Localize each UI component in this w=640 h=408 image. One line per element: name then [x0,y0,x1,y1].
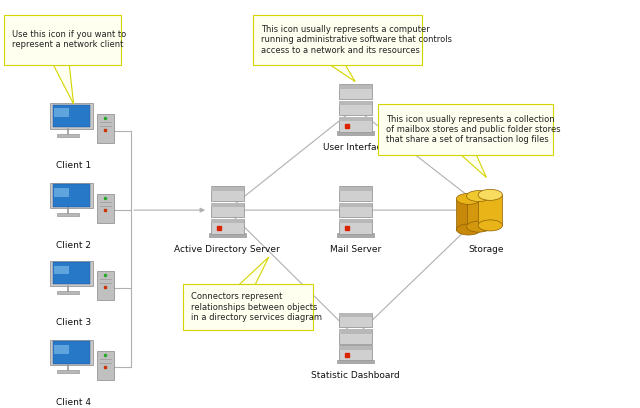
FancyBboxPatch shape [339,186,372,201]
FancyBboxPatch shape [339,186,372,191]
FancyBboxPatch shape [49,104,93,129]
FancyBboxPatch shape [49,183,93,208]
Text: Active Directory Server: Active Directory Server [174,245,280,254]
FancyBboxPatch shape [52,341,90,364]
FancyBboxPatch shape [339,117,372,131]
FancyBboxPatch shape [97,114,114,143]
FancyBboxPatch shape [337,131,374,135]
Polygon shape [238,257,269,286]
Ellipse shape [478,189,502,200]
Text: Use this icon if you want to
represent a network client: Use this icon if you want to represent a… [12,30,126,49]
FancyBboxPatch shape [211,186,244,191]
Polygon shape [328,63,355,82]
FancyBboxPatch shape [183,284,313,330]
Text: Client 1: Client 1 [56,161,91,170]
FancyBboxPatch shape [4,15,121,65]
FancyBboxPatch shape [211,186,244,201]
FancyBboxPatch shape [467,196,491,227]
FancyBboxPatch shape [456,199,481,229]
FancyBboxPatch shape [378,104,553,155]
Ellipse shape [467,191,491,202]
Ellipse shape [456,224,481,235]
FancyBboxPatch shape [57,134,79,137]
FancyBboxPatch shape [339,313,372,328]
FancyBboxPatch shape [478,195,502,225]
Text: This icon usually represents a computer
running administrative software that con: This icon usually represents a computer … [261,25,452,55]
Text: Client 3: Client 3 [56,318,91,327]
Ellipse shape [456,193,481,204]
FancyBboxPatch shape [57,370,79,373]
FancyBboxPatch shape [339,346,372,350]
Ellipse shape [467,221,491,232]
Text: User Interface: User Interface [323,143,387,152]
FancyBboxPatch shape [339,203,372,217]
FancyBboxPatch shape [339,101,372,105]
FancyBboxPatch shape [54,188,69,197]
Text: Storage: Storage [468,245,504,254]
FancyBboxPatch shape [211,203,244,217]
FancyBboxPatch shape [339,329,372,344]
Text: Mail Server: Mail Server [330,245,381,254]
FancyBboxPatch shape [52,105,90,127]
FancyBboxPatch shape [339,346,372,360]
Text: Client 4: Client 4 [56,398,91,407]
FancyBboxPatch shape [97,193,114,223]
FancyBboxPatch shape [97,271,114,300]
FancyBboxPatch shape [337,233,374,237]
FancyBboxPatch shape [339,219,372,233]
FancyBboxPatch shape [54,345,69,354]
FancyBboxPatch shape [211,219,244,233]
FancyBboxPatch shape [49,340,93,365]
FancyBboxPatch shape [57,213,79,216]
FancyBboxPatch shape [97,350,114,380]
Polygon shape [459,153,486,177]
FancyBboxPatch shape [49,261,93,286]
FancyBboxPatch shape [211,219,244,223]
Text: Statistic Dashboard: Statistic Dashboard [311,371,399,380]
FancyBboxPatch shape [54,266,69,274]
FancyBboxPatch shape [339,329,372,333]
FancyBboxPatch shape [253,15,422,65]
FancyBboxPatch shape [339,219,372,223]
FancyBboxPatch shape [209,233,246,237]
FancyBboxPatch shape [52,184,90,206]
FancyBboxPatch shape [211,203,244,207]
FancyBboxPatch shape [339,101,372,115]
FancyBboxPatch shape [337,360,374,364]
Polygon shape [52,63,74,104]
FancyBboxPatch shape [339,84,372,89]
Ellipse shape [478,220,502,231]
FancyBboxPatch shape [54,109,69,117]
Text: This icon usually represents a collection
of mailbox stores and public folder st: This icon usually represents a collectio… [386,115,561,144]
Text: Client 2: Client 2 [56,241,91,250]
FancyBboxPatch shape [339,313,372,317]
Text: Connectors represent
relationships between objects
in a directory services diagr: Connectors represent relationships betwe… [191,292,322,322]
FancyBboxPatch shape [339,117,372,121]
FancyBboxPatch shape [57,291,79,294]
FancyBboxPatch shape [52,262,90,284]
FancyBboxPatch shape [339,84,372,99]
FancyBboxPatch shape [339,203,372,207]
